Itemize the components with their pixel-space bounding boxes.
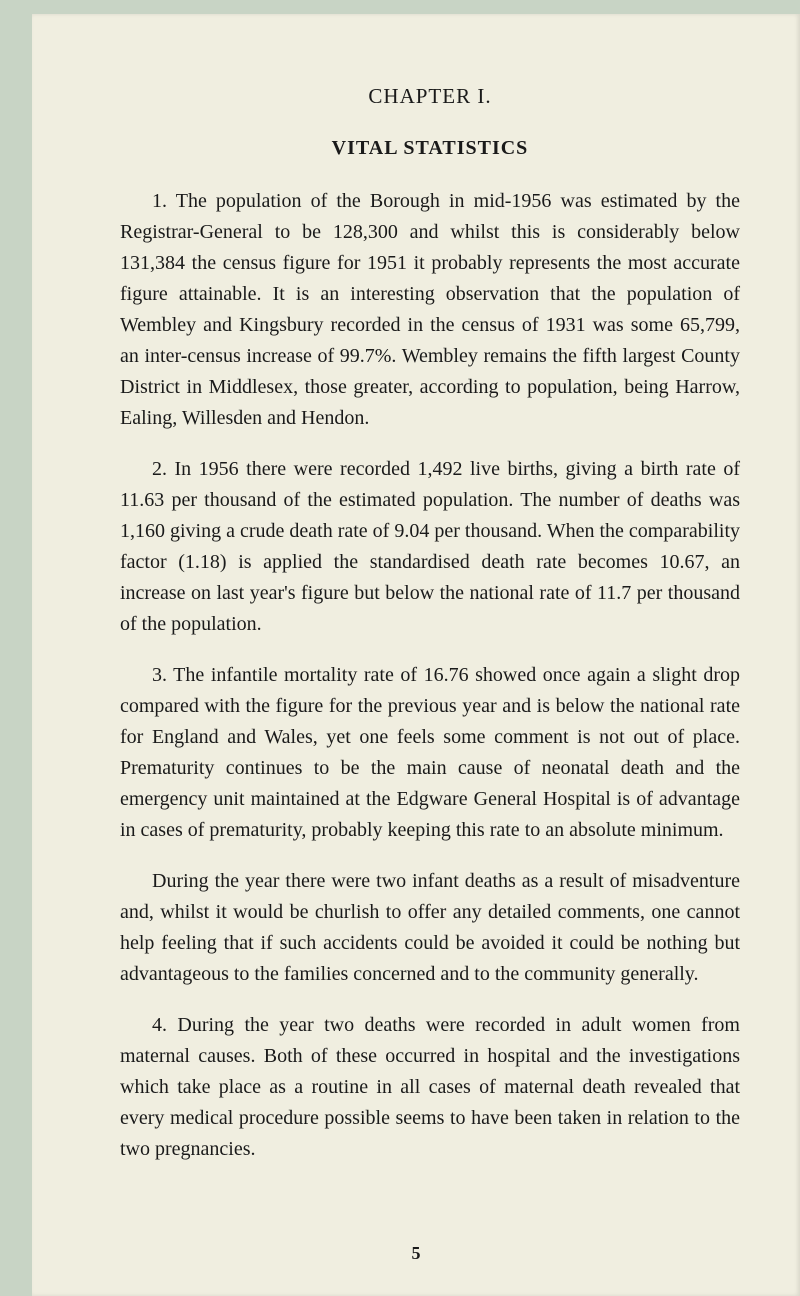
paragraph-3: 3. The infantile mortality rate of 16.76…	[120, 660, 740, 846]
chapter-heading: CHAPTER I.	[120, 84, 740, 109]
paragraph-2: 2. In 1956 there were recorded 1,492 liv…	[120, 454, 740, 640]
page-number: 5	[32, 1243, 800, 1264]
paragraph-5: 4. During the year two deaths were recor…	[120, 1010, 740, 1165]
section-heading: VITAL STATISTICS	[120, 137, 740, 160]
document-page: CHAPTER I. VITAL STATISTICS 1. The popul…	[32, 14, 800, 1296]
paragraph-4: During the year there were two infant de…	[120, 866, 740, 990]
paragraph-1: 1. The population of the Borough in mid-…	[120, 186, 740, 434]
